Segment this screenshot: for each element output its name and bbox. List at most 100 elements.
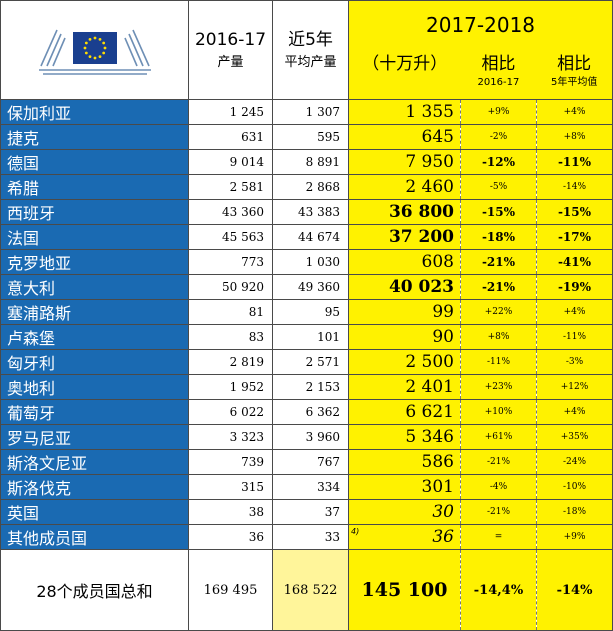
footnote-marker: 4) — [351, 527, 360, 536]
avg5-value: 595 — [272, 124, 349, 150]
forecast-1718-value: 99 — [348, 299, 461, 325]
forecast-1718-value: 90 — [348, 324, 461, 350]
change-vs-5y-avg: +9% — [535, 524, 613, 550]
forecast-1718-value: 37 200 — [348, 224, 461, 250]
member-state-name: 罗马尼亚 — [0, 424, 189, 450]
forecast-1718-text: 5 346 — [405, 427, 454, 447]
change-vs-1617: +22% — [460, 299, 537, 325]
change-vs-1617: +8% — [460, 324, 537, 350]
flag-star-icon — [88, 55, 91, 59]
header-prod-1617-line1: 2016-17 — [194, 30, 267, 50]
prod-1617-value: 315 — [188, 474, 273, 500]
table-row: 葡萄牙 6 022 6 362 6 621 +10% +4% — [0, 399, 613, 425]
forecast-1718-text: 30 — [432, 502, 454, 522]
change-vs-5y-avg: +4% — [535, 99, 613, 125]
table-row: 斯洛伐克 315 334 301 -4% -10% — [0, 474, 613, 500]
table-row: 罗马尼亚 3 323 3 960 5 346 +61% +35% — [0, 424, 613, 450]
forecast-1718-text: 608 — [421, 252, 454, 272]
header-vs5y-line2: 5年平均值 — [550, 77, 598, 88]
member-state-name: 西班牙 — [0, 199, 189, 225]
member-state-name: 奥地利 — [0, 374, 189, 400]
member-state-name: 克罗地亚 — [0, 249, 189, 275]
flag-star-icon — [93, 56, 96, 60]
avg5-value: 37 — [272, 499, 349, 525]
forecast-1718-value: 301 — [348, 474, 461, 500]
change-vs-1617: -12% — [460, 149, 537, 175]
logo-cell — [0, 0, 189, 100]
change-vs-1617: -21% — [460, 499, 537, 525]
total-change-vs-5y-avg: -14% — [535, 549, 613, 631]
header-vs1617-line1: 相比 — [481, 54, 516, 74]
prod-1617-value: 50 920 — [188, 274, 273, 300]
change-vs-1617: -2% — [460, 124, 537, 150]
prod-1617-value: 1 952 — [188, 374, 273, 400]
header-vs1617-col: 相比 2016-17 — [461, 51, 537, 89]
change-vs-5y-avg: -24% — [535, 449, 613, 475]
header-avg5-line1: 近5年 — [288, 30, 333, 50]
change-vs-5y-avg: -41% — [535, 249, 613, 275]
avg5-value: 33 — [272, 524, 349, 550]
forecast-1718-value: 36 800 — [348, 199, 461, 225]
change-vs-1617: +61% — [460, 424, 537, 450]
total-avg5: 168 522 — [272, 549, 349, 631]
flag-star-icon — [93, 36, 96, 40]
change-vs-1617: +10% — [460, 399, 537, 425]
forecast-1718-value: 608 — [348, 249, 461, 275]
prod-1617-value: 2 819 — [188, 349, 273, 375]
forecast-1718-value: 1 355 — [348, 99, 461, 125]
member-state-name: 其他成员国 — [0, 524, 189, 550]
avg5-value: 101 — [272, 324, 349, 350]
table-row: 法国 45 563 44 674 37 200 -18% -17% — [0, 224, 613, 250]
change-vs-1617: = — [460, 524, 537, 550]
table-row: 捷克 631 595 645 -2% +8% — [0, 124, 613, 150]
member-state-name: 德国 — [0, 149, 189, 175]
table-row: 意大利 50 920 49 360 40 023 -21% -19% — [0, 274, 613, 300]
flag-star-icon — [103, 46, 106, 50]
header-vs1617-line2: 2016-17 — [477, 77, 520, 88]
change-vs-5y-avg: -14% — [535, 174, 613, 200]
header-prod-1617-line2: 产量 — [217, 55, 244, 70]
member-state-name: 卢森堡 — [0, 324, 189, 350]
avg5-value: 1 030 — [272, 249, 349, 275]
change-vs-1617: -5% — [460, 174, 537, 200]
change-vs-5y-avg: -11% — [535, 149, 613, 175]
total-label: 28个成员国总和 — [0, 549, 189, 631]
forecast-1718-text: 301 — [421, 477, 454, 497]
avg5-value: 2 153 — [272, 374, 349, 400]
header-avg5-line2: 平均产量 — [284, 55, 337, 70]
flag-star-icon — [84, 41, 88, 45]
forecast-1718-value: 645 — [348, 124, 461, 150]
total-row: 28个成员国总和 169 495 168 522 145 100 -14,4% -14% — [0, 549, 613, 631]
forecast-1718-text: 36 — [432, 527, 454, 547]
header-year-subcolumns: （十万升） 相比 2016-17 相比 5年平均值 — [350, 51, 612, 89]
prod-1617-value: 739 — [188, 449, 273, 475]
table-row: 克罗地亚 773 1 030 608 -21% -41% — [0, 249, 613, 275]
member-state-name: 英国 — [0, 499, 189, 525]
change-vs-5y-avg: -15% — [535, 199, 613, 225]
prod-1617-value: 36 — [188, 524, 273, 550]
forecast-1718-text: 2 460 — [405, 177, 454, 197]
change-vs-5y-avg: -17% — [535, 224, 613, 250]
table-row: 卢森堡 83 101 90 +8% -11% — [0, 324, 613, 350]
total-change-vs-1617: -14,4% — [460, 549, 537, 631]
avg5-value: 44 674 — [272, 224, 349, 250]
prod-1617-value: 631 — [188, 124, 273, 150]
change-vs-5y-avg: +4% — [535, 399, 613, 425]
avg5-value: 334 — [272, 474, 349, 500]
avg5-value: 49 360 — [272, 274, 349, 300]
avg5-value: 3 960 — [272, 424, 349, 450]
flag-star-icon — [88, 37, 91, 41]
avg5-value: 8 891 — [272, 149, 349, 175]
forecast-1718-text: 2 500 — [405, 352, 454, 372]
table-row: 西班牙 43 360 43 383 36 800 -15% -15% — [0, 199, 613, 225]
member-state-name: 希腊 — [0, 174, 189, 200]
change-vs-1617: -18% — [460, 224, 537, 250]
forecast-1718-text: 37 200 — [388, 227, 454, 247]
forecast-1718-text: 99 — [432, 302, 454, 322]
change-vs-5y-avg: +4% — [535, 299, 613, 325]
member-state-name: 葡萄牙 — [0, 399, 189, 425]
flag-star-icon — [98, 55, 101, 59]
change-vs-1617: -11% — [460, 349, 537, 375]
prod-1617-value: 81 — [188, 299, 273, 325]
forecast-1718-value: 586 — [348, 449, 461, 475]
